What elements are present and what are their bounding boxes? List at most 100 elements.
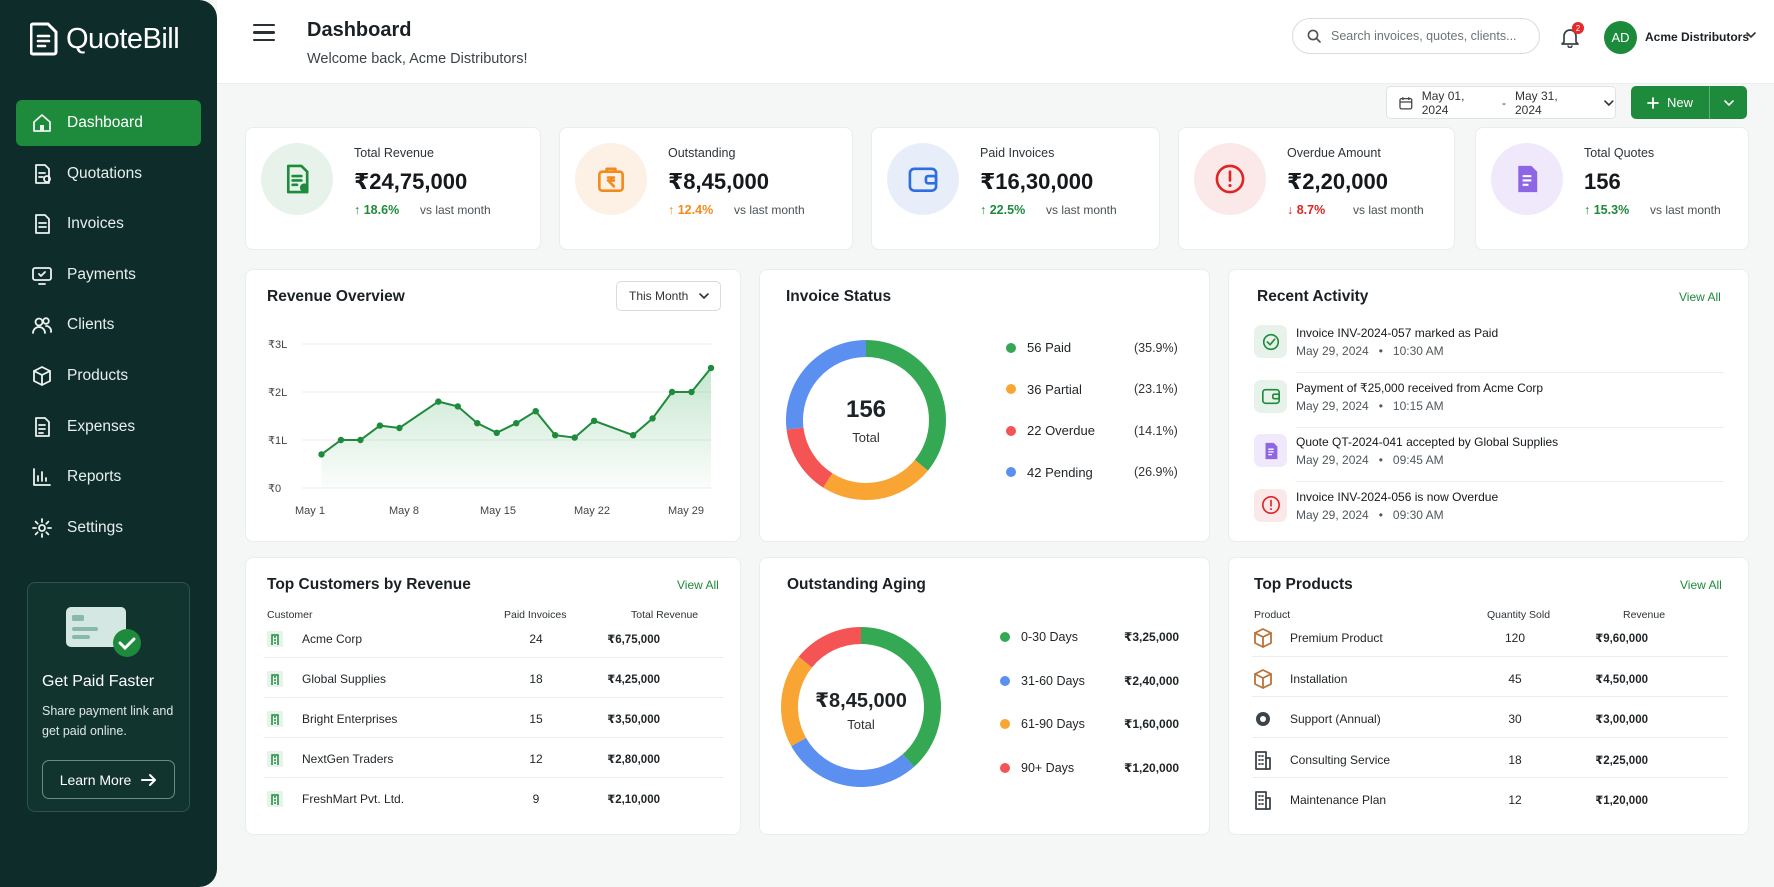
activity-item[interactable]: Invoice INV-2024-056 is now Overdue May 2… [1254,488,1724,539]
menu-toggle-icon[interactable] [253,24,275,42]
alert-icon [1254,488,1287,522]
card-title: Top Customers by Revenue [267,576,471,593]
trend-arrow-icon: ↑ [354,203,361,217]
data-point [493,429,500,436]
sidebar-item-invoices[interactable]: Invoices [16,201,201,247]
sidebar-item-settings[interactable]: Settings [16,505,201,551]
divider [1296,481,1724,482]
activity-item[interactable]: Payment of ₹25,000 received from Acme Co… [1254,379,1724,430]
building-icon [1252,789,1274,811]
period-select[interactable]: This Month [616,281,721,311]
sidebar-item-label: Invoices [67,215,124,233]
donut-slice-90-days[interactable] [798,627,861,668]
legend-item: 42 Pending (26.9%) [1006,465,1196,480]
table-row[interactable]: Acme Corp 24 ₹6,75,000 [264,622,724,658]
table-row[interactable]: Premium Product 120 ₹9,60,000 [1252,621,1728,657]
aging-donut [781,627,941,787]
user-name[interactable]: Acme Distributors [1645,30,1750,44]
avatar[interactable]: AD [1604,21,1637,54]
kpi-change: ↑ 12.4% [668,203,713,217]
view-all-link[interactable]: View All [677,578,719,592]
sidebar-item-clients[interactable]: Clients [16,302,201,348]
sidebar-item-dashboard[interactable]: Dashboard [16,100,201,146]
kpi-card[interactable]: Total Quotes 156 ↑ 15.3% vs last month [1475,127,1749,250]
kpi-value: ₹16,30,000 [980,169,1094,194]
product-name: Installation [1290,671,1348,686]
activity-date: May 29, 2024 [1296,344,1369,358]
donut-slice-pending[interactable] [786,340,866,430]
legend-dot [1006,384,1016,394]
sidebar-item-label: Expenses [67,417,136,435]
quantity-sold: 120 [1504,631,1526,645]
kpi-change: ↑ 22.5% [980,203,1025,217]
donut-slice-61-90-days[interactable] [781,656,812,747]
sidebar-item-expenses[interactable]: Expenses [16,404,201,450]
table-row[interactable]: Maintenance Plan 12 ₹1,20,000 [1252,783,1728,819]
y-tick-label: ₹3L [268,339,287,351]
gear-icon [31,517,53,539]
legend-label: 0-30 Days [1021,630,1078,644]
sidebar-item-reports[interactable]: Reports [16,454,201,500]
total-revenue: ₹2,10,000 [607,794,660,806]
activity-time: 09:45 AM [1392,453,1444,467]
chevron-down-icon [1723,99,1734,106]
kpi-card[interactable]: Paid Invoices ₹16,30,000 ↑ 22.5% vs last mo… [871,127,1160,250]
donut-slice-overdue[interactable] [786,427,833,488]
donut-slice-partial[interactable] [823,459,928,500]
donut-slice-0-30-days[interactable] [861,627,941,767]
donut-slice-paid[interactable] [866,340,946,471]
product-revenue: ₹4,50,000 [1595,673,1648,686]
table-row[interactable]: Installation 45 ₹4,50,000 [1252,662,1728,697]
table-row[interactable]: Consulting Service 18 ₹2,25,000 [1252,743,1728,778]
x-tick-label: May 29 [668,505,704,517]
kpi-card[interactable]: Outstanding ₹8,45,000 ↑ 12.4% vs last month [559,127,853,250]
sidebar-item-label: Payments [67,265,136,283]
table-row[interactable]: NextGen Traders 12 ₹2,80,000 [264,742,724,778]
y-tick-label: ₹1L [268,435,287,447]
building-icon [264,748,286,770]
sidebar-item-quotations[interactable]: Quotations [16,151,201,197]
kpi-label: Overdue Amount [1287,146,1381,160]
data-point [649,415,656,422]
paid-invoices: 15 [529,712,543,726]
revenue-chart: ₹0 ₹1L ₹2L ₹3L May 1 May 8 May 15 May 22 May 29 [268,339,715,517]
legend-label: 56 Paid [1027,340,1072,355]
donut-slice-31-60-days[interactable] [791,737,915,787]
kpi-comparison: vs last month [1650,203,1721,217]
search-box[interactable] [1292,18,1540,54]
search-input[interactable] [1331,29,1521,43]
trend-arrow-icon: ↑ [1584,203,1591,217]
legend-dot [1000,675,1010,686]
activity-item[interactable]: Invoice INV-2024-057 marked as Paid May 2… [1254,325,1724,375]
new-dropdown-button[interactable] [1710,86,1747,119]
activity-item[interactable]: Quote QT-2024-041 accepted by Global Sup… [1254,434,1724,484]
learn-more-button[interactable]: Learn More [42,760,175,799]
data-point [435,398,442,405]
kpi-card[interactable]: Total Revenue ₹24,75,000 ↑ 18.6% vs last mo… [245,127,541,250]
card-title: Revenue Overview [267,288,405,305]
legend-amount: ₹1,60,000 [1124,717,1180,731]
sidebar-nav: Dashboard Quotations Invoices Payments Clien… [16,100,201,555]
kpi-value: ₹8,45,000 [668,169,769,194]
view-all-link[interactable]: View All [1680,578,1722,592]
legend-label: 36 Partial [1027,381,1082,397]
date-range-picker[interactable]: May 01, 2024 - May 31, 2024 [1386,86,1616,119]
brand-logo[interactable]: QuoteBill [30,22,180,56]
table-row[interactable]: Bright Enterprises 15 ₹3,50,000 [264,702,724,738]
kpi-change-value: 18.6% [363,203,400,217]
sidebar-item-payments[interactable]: Payments [16,252,201,298]
legend-item: 90+ Days ₹1,20,000 [1000,761,1195,775]
trend-arrow-icon: ↑ [668,203,675,217]
sidebar: QuoteBill Dashboard Quotations Invoices Pay… [0,0,217,887]
chevron-down-icon[interactable] [1745,30,1757,40]
column-header: Paid Invoices [504,609,567,621]
view-all-link[interactable]: View All [1679,290,1721,304]
table-row[interactable]: FreshMart Pvt. Ltd. 9 ₹2,10,000 [264,782,724,818]
new-button[interactable]: New [1631,86,1709,119]
table-row[interactable]: Global Supplies 18 ₹4,25,000 [264,662,724,698]
sidebar-item-products[interactable]: Products [16,353,201,399]
logo-icon [30,22,58,56]
x-tick-label: May 1 [295,505,325,517]
kpi-card[interactable]: Overdue Amount ₹2,20,000 ↓ 8.7% vs last mon… [1178,127,1455,250]
table-row[interactable]: Support (Annual) 30 ₹3,00,000 [1252,702,1728,738]
